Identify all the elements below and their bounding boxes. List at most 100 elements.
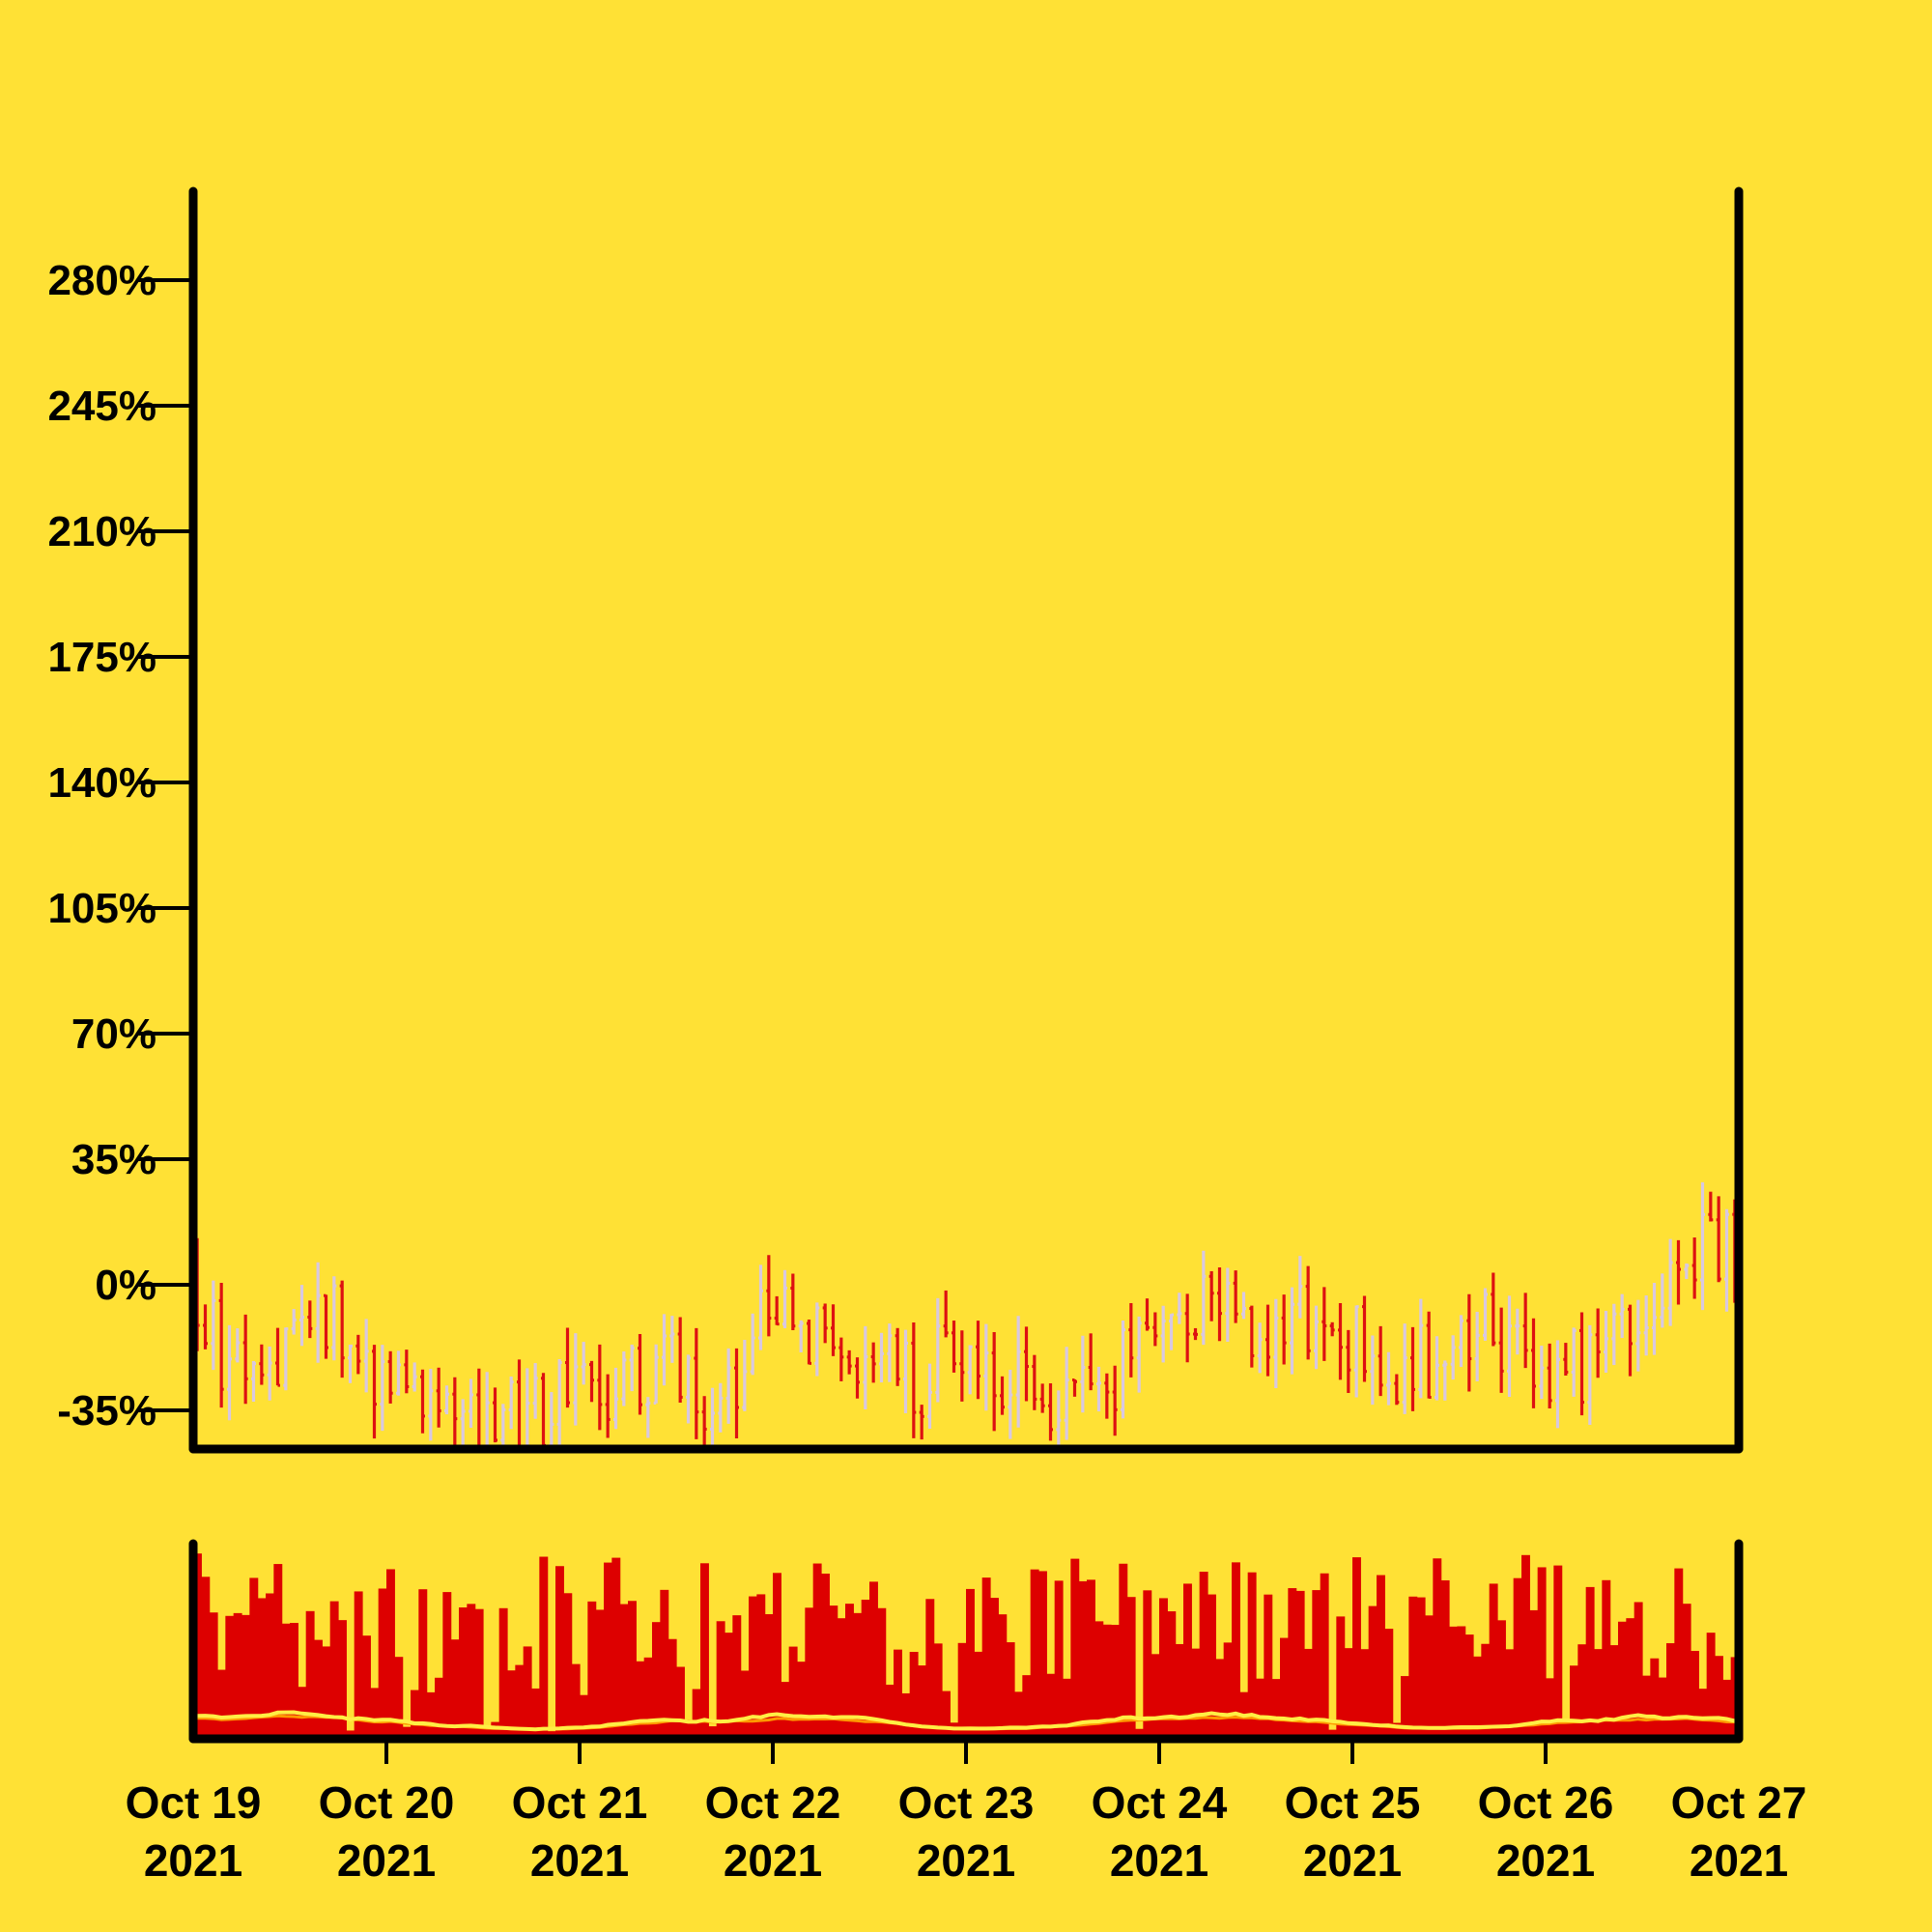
volume-bar (281, 1623, 291, 1735)
volume-bar (290, 1623, 298, 1735)
ohlc-bar (1233, 1270, 1238, 1323)
ohlc-bar (662, 1314, 667, 1386)
volume-bar (1634, 1602, 1643, 1735)
volume-bar (1352, 1557, 1361, 1735)
ohlc-bar (1386, 1351, 1391, 1406)
ohlc-bar (242, 1314, 248, 1405)
ohlc-bar (259, 1344, 265, 1385)
ohlc-bar (1483, 1288, 1488, 1341)
volume-bar (1094, 1621, 1104, 1735)
ohlc-bar (380, 1345, 385, 1432)
ohlc-bar (526, 1368, 530, 1447)
ohlc-bar (725, 1348, 731, 1424)
volume-bar (1433, 1558, 1442, 1735)
ohlc-bar (645, 1397, 651, 1438)
ohlc-bar (1563, 1343, 1569, 1376)
ohlc-bar (556, 1358, 562, 1447)
ohlc-bar (1595, 1308, 1601, 1378)
ohlc-bar (774, 1295, 780, 1326)
volume-bar (1513, 1577, 1522, 1735)
ohlc-bar (838, 1337, 844, 1381)
volume-bar (498, 1607, 508, 1735)
x-tick-label-date: Oct 19 (126, 1777, 262, 1828)
ohlc-bar (1241, 1292, 1246, 1320)
volume-bar (861, 1599, 870, 1735)
ohlc-bar (742, 1339, 748, 1411)
ohlc-bar (581, 1342, 586, 1385)
volume-bar (1046, 1673, 1056, 1735)
volume-bar (531, 1688, 540, 1735)
ohlc-bar (734, 1348, 739, 1439)
volume-bar (1271, 1679, 1281, 1735)
volume-bar (1585, 1586, 1595, 1735)
volume-bar (845, 1604, 854, 1735)
volume-bar (966, 1588, 975, 1735)
ohlc-bar (589, 1360, 594, 1403)
ohlc-bar (967, 1345, 973, 1395)
volume-bar (571, 1663, 581, 1735)
volume-bar (411, 1690, 419, 1735)
volume-series (193, 1553, 1740, 1735)
ohlc-bar (1394, 1374, 1400, 1406)
ohlc-bar (1691, 1237, 1697, 1299)
ohlc-bar (822, 1303, 828, 1344)
ohlc-bar (1378, 1325, 1383, 1397)
ohlc-bar (1522, 1293, 1528, 1369)
ohlc-bar (1676, 1239, 1681, 1305)
ohlc-bar (532, 1363, 538, 1419)
volume-bar (781, 1682, 790, 1735)
ohlc-bar (927, 1363, 932, 1429)
x-tick-label-year: 2021 (1496, 1835, 1595, 1886)
ohlc-bar (1015, 1316, 1021, 1428)
volume-bar (378, 1588, 387, 1735)
x-tick-label-year: 2021 (337, 1835, 436, 1886)
ohlc-bar (1201, 1250, 1207, 1346)
ohlc-bar (1064, 1347, 1069, 1440)
volume-bar (587, 1601, 597, 1735)
volume-bar (1425, 1615, 1434, 1735)
volume-bar (957, 1642, 967, 1735)
volume-bar (1175, 1643, 1184, 1735)
ohlc-bar (476, 1368, 481, 1447)
ohlc-bar (460, 1399, 466, 1447)
x-tick-label-date: Oct 26 (1478, 1777, 1614, 1828)
ohlc-bar (782, 1269, 787, 1328)
volume-bar (354, 1591, 363, 1735)
volume-bar (942, 1690, 951, 1735)
x-tick-label-date: Oct 24 (1092, 1777, 1228, 1828)
y-tick-label: 210% (47, 508, 156, 555)
ohlc-bar (436, 1367, 441, 1428)
ohlc-bar (1000, 1376, 1005, 1415)
ohlc-bar (1024, 1326, 1029, 1402)
volume-bar (1167, 1611, 1177, 1735)
volume-bar (201, 1577, 211, 1735)
volume-bar (990, 1598, 999, 1735)
volume-bar (668, 1638, 677, 1735)
volume-bar (1505, 1649, 1515, 1735)
volume-bar (1054, 1580, 1064, 1735)
volume-bar (1609, 1645, 1619, 1735)
volume-bar (660, 1589, 669, 1735)
volume-bar (1481, 1643, 1491, 1735)
ohlc-bar (750, 1313, 755, 1376)
ohlc-bar (1619, 1293, 1625, 1339)
ohlc-bar (718, 1382, 724, 1433)
volume-bar (756, 1594, 766, 1735)
ohlc-bar (1515, 1308, 1520, 1355)
ohlc-bar (597, 1344, 603, 1431)
volume-bar (1336, 1616, 1346, 1735)
ohlc-bar (621, 1351, 627, 1406)
ohlc-bar (831, 1304, 836, 1356)
ohlc-bar (1297, 1256, 1303, 1319)
ohlc-bar (694, 1327, 699, 1439)
volume-bar (249, 1577, 259, 1735)
ohlc-bar (976, 1321, 980, 1400)
volume-bar (467, 1604, 476, 1735)
volume-bar (1553, 1565, 1563, 1735)
volume-bar (829, 1605, 838, 1735)
ohlc-bar (412, 1362, 417, 1392)
ohlc-bar (1080, 1335, 1086, 1413)
volume-bar (1658, 1677, 1667, 1735)
volume-bar (539, 1556, 549, 1735)
